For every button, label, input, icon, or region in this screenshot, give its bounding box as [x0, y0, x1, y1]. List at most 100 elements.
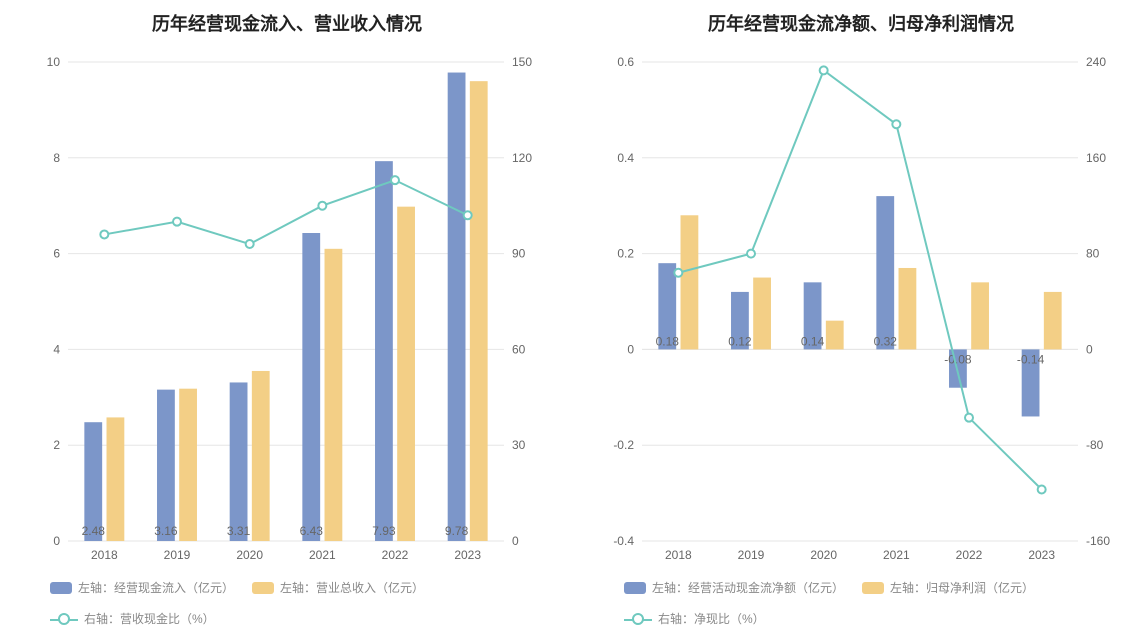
svg-text:0: 0 — [627, 342, 634, 356]
svg-text:0.18: 0.18 — [656, 334, 680, 348]
svg-text:0.32: 0.32 — [874, 334, 898, 348]
svg-text:-0.2: -0.2 — [613, 438, 634, 452]
chart-right-area: -0.4-0.200.20.40.6-160-80080160240201820… — [594, 52, 1128, 571]
svg-text:0: 0 — [512, 534, 519, 548]
svg-text:2019: 2019 — [738, 548, 765, 562]
marker-revenue_cash_ratio — [246, 240, 254, 248]
svg-text:0.4: 0.4 — [617, 151, 634, 165]
svg-text:0.14: 0.14 — [801, 334, 825, 348]
svg-text:-0.4: -0.4 — [613, 534, 634, 548]
marker-net_cash_ratio — [820, 66, 828, 74]
legend-item-total_revenue: 左轴：营业总收入（亿元） — [252, 579, 424, 596]
bar-net_profit_parent — [681, 215, 699, 349]
svg-text:30: 30 — [512, 438, 526, 452]
chart-right-legend: 左轴：经营活动现金流净额（亿元） 左轴：归母净利润（亿元） 右轴：净现比（%） — [594, 579, 1128, 627]
svg-text:120: 120 — [512, 151, 532, 165]
marker-revenue_cash_ratio — [173, 218, 181, 226]
svg-text:-0.14: -0.14 — [1017, 352, 1045, 366]
legend-item-revenue_cash_ratio: 右轴：营收现金比（%） — [50, 610, 215, 627]
legend-label-revenue_cash_ratio: 右轴：营收现金比（%） — [84, 610, 215, 627]
svg-text:2023: 2023 — [1028, 548, 1055, 562]
marker-net_cash_ratio — [1038, 486, 1046, 494]
line-net_cash_ratio — [678, 70, 1041, 489]
svg-text:0: 0 — [1086, 342, 1093, 356]
svg-text:-0.08: -0.08 — [944, 352, 972, 366]
legend-label-net_cash_ratio: 右轴：净现比（%） — [658, 610, 765, 627]
bar-net_profit_parent — [971, 282, 989, 349]
legend-swatch-revenue_cash_ratio — [50, 613, 78, 625]
svg-text:3.31: 3.31 — [227, 524, 251, 538]
svg-text:7.93: 7.93 — [372, 524, 396, 538]
marker-revenue_cash_ratio — [391, 176, 399, 184]
bar-cash_inflow — [230, 382, 248, 541]
svg-text:6: 6 — [53, 247, 60, 261]
svg-text:80: 80 — [1086, 247, 1100, 261]
bar-cash_inflow — [375, 161, 393, 541]
bar-net_profit_parent — [899, 268, 917, 349]
svg-text:0.12: 0.12 — [728, 334, 752, 348]
bar-cash_inflow — [157, 390, 175, 541]
marker-net_cash_ratio — [892, 120, 900, 128]
bar-cash_inflow — [448, 73, 466, 541]
svg-text:2020: 2020 — [236, 548, 263, 562]
bar-total_revenue — [325, 249, 343, 541]
legend-label-net_cash_flow: 左轴：经营活动现金流净额（亿元） — [652, 579, 844, 596]
chart-right-title: 历年经营现金流净额、归母净利润情况 — [594, 10, 1128, 36]
legend-swatch-net_profit_parent — [862, 582, 884, 594]
svg-text:4: 4 — [53, 342, 60, 356]
svg-text:160: 160 — [1086, 151, 1106, 165]
svg-text:2: 2 — [53, 438, 60, 452]
panel-left: 历年经营现金流入、营业收入情况 024681003060901201502018… — [20, 10, 554, 579]
svg-text:2018: 2018 — [665, 548, 692, 562]
bar-total_revenue — [179, 389, 197, 541]
legend-item-net_profit_parent: 左轴：归母净利润（亿元） — [862, 579, 1034, 596]
svg-text:6.43: 6.43 — [300, 524, 324, 538]
chart-left-title: 历年经营现金流入、营业收入情况 — [20, 10, 554, 36]
charts-wrap: 历年经营现金流入、营业收入情况 024681003060901201502018… — [0, 0, 1148, 589]
marker-revenue_cash_ratio — [100, 230, 108, 238]
bar-net_cash_flow — [876, 196, 894, 349]
svg-text:0.2: 0.2 — [617, 247, 634, 261]
svg-text:0: 0 — [53, 534, 60, 548]
svg-text:2023: 2023 — [454, 548, 481, 562]
bar-net_profit_parent — [826, 321, 844, 350]
svg-text:2019: 2019 — [164, 548, 191, 562]
bar-total_revenue — [470, 81, 488, 541]
legend-item-net_cash_flow: 左轴：经营活动现金流净额（亿元） — [624, 579, 844, 596]
legend-swatch-total_revenue — [252, 582, 274, 594]
svg-text:-80: -80 — [1086, 438, 1104, 452]
bar-net_profit_parent — [753, 278, 771, 350]
svg-text:2021: 2021 — [883, 548, 910, 562]
bar-net_profit_parent — [1044, 292, 1062, 349]
bar-total_revenue — [252, 371, 270, 541]
chart-right-svg: -0.4-0.200.20.40.6-160-80080160240201820… — [594, 52, 1128, 571]
legend-label-net_profit_parent: 左轴：归母净利润（亿元） — [890, 579, 1034, 596]
svg-text:90: 90 — [512, 247, 526, 261]
bar-total_revenue — [397, 207, 415, 541]
svg-text:0.6: 0.6 — [617, 55, 634, 69]
legend-swatch-cash_inflow — [50, 582, 72, 594]
legend-swatch-net_cash_ratio — [624, 613, 652, 625]
svg-text:60: 60 — [512, 342, 526, 356]
legend-swatch-net_cash_flow — [624, 582, 646, 594]
bar-cash_inflow — [302, 233, 320, 541]
legend-item-net_cash_ratio: 右轴：净现比（%） — [624, 610, 765, 627]
marker-net_cash_ratio — [965, 414, 973, 422]
bar-total_revenue — [107, 417, 125, 541]
marker-revenue_cash_ratio — [318, 202, 326, 210]
svg-text:2022: 2022 — [956, 548, 983, 562]
legend-item-cash_inflow: 左轴：经营现金流入（亿元） — [50, 579, 234, 596]
svg-text:-160: -160 — [1086, 534, 1110, 548]
panel-right: 历年经营现金流净额、归母净利润情况 -0.4 -0.2 0 0.2 0.4 0.6 -160… — [594, 10, 1128, 579]
chart-left-svg: 0246810030609012015020182019202020212022… — [20, 52, 554, 571]
svg-text:2022: 2022 — [382, 548, 409, 562]
legend-label-total_revenue: 左轴：营业总收入（亿元） — [280, 579, 424, 596]
svg-text:2018: 2018 — [91, 548, 118, 562]
svg-text:2.48: 2.48 — [82, 524, 106, 538]
svg-text:8: 8 — [53, 151, 60, 165]
svg-text:150: 150 — [512, 55, 532, 69]
marker-net_cash_ratio — [747, 250, 755, 258]
marker-revenue_cash_ratio — [464, 211, 472, 219]
svg-text:9.78: 9.78 — [445, 524, 469, 538]
chart-left-legend: 左轴：经营现金流入（亿元） 左轴：营业总收入（亿元） 右轴：营收现金比（%） — [20, 579, 554, 627]
